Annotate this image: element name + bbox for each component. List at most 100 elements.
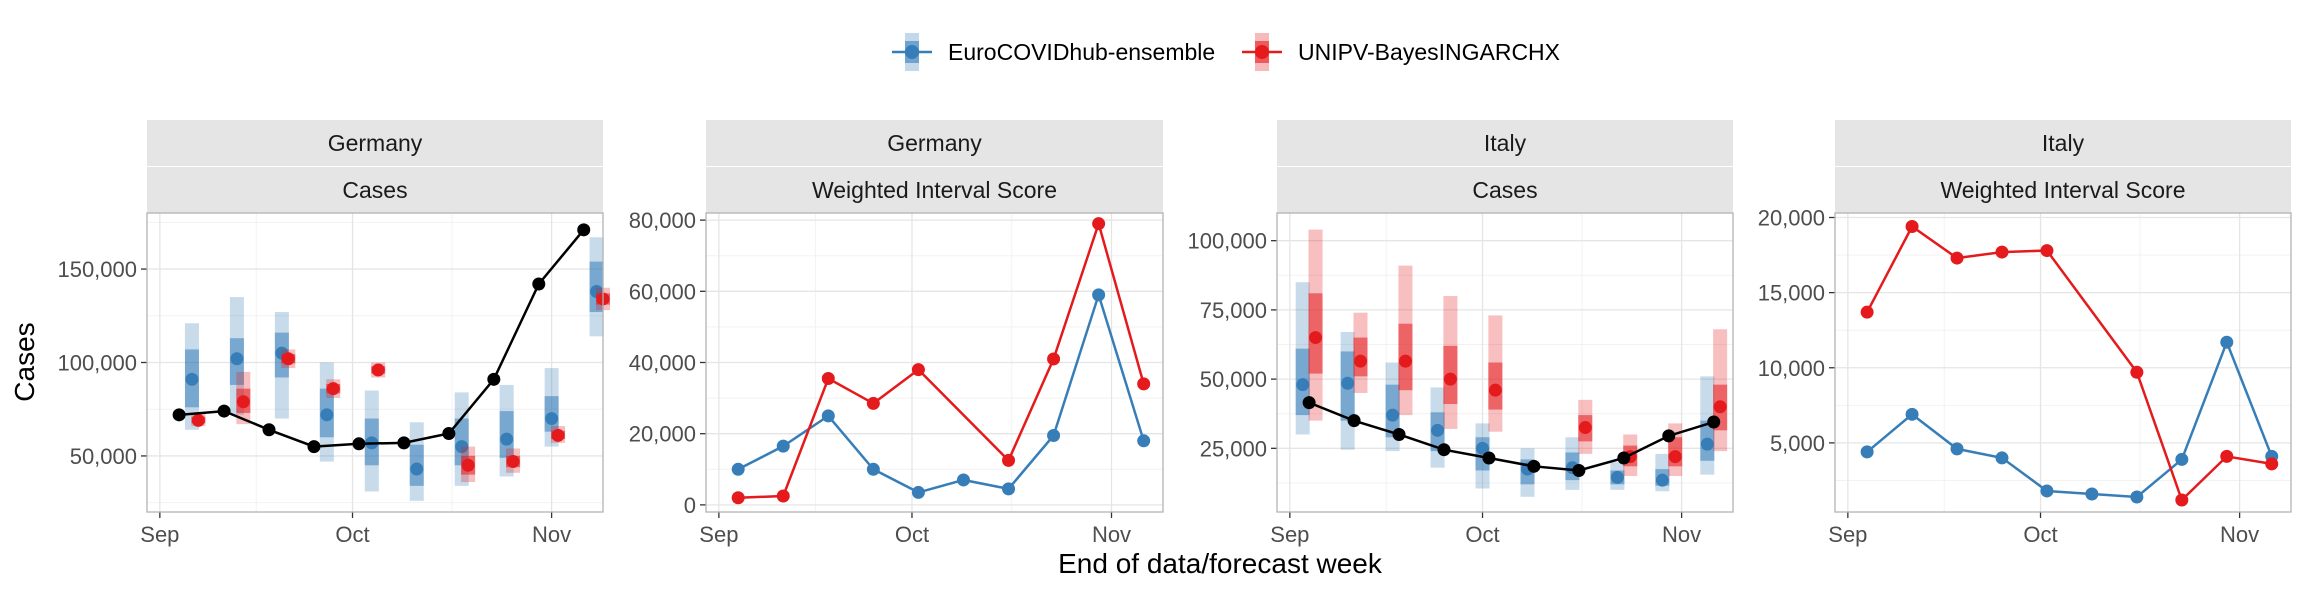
forecast-median-point xyxy=(1386,408,1400,422)
score-point xyxy=(1905,220,1919,234)
forecast-median-point xyxy=(410,462,424,476)
forecast-series-eurocovidhub-ensemble xyxy=(184,237,604,501)
score-point xyxy=(1047,428,1061,442)
x-tick-label: Nov xyxy=(532,522,571,547)
score-line xyxy=(1866,224,2272,503)
forecast-median-point xyxy=(1398,354,1412,368)
score-point xyxy=(1047,352,1061,366)
observed-line xyxy=(179,229,585,448)
score-point xyxy=(2085,487,2099,501)
observed-point xyxy=(397,436,411,450)
forecast-median-point xyxy=(1610,470,1624,484)
observed-series xyxy=(172,223,591,454)
y-tick-label: 25,000 xyxy=(1200,436,1267,461)
observed-point xyxy=(352,437,366,451)
y-tick-label: 80,000 xyxy=(629,208,696,233)
score-point xyxy=(731,462,745,476)
forecast-median-point xyxy=(320,408,334,422)
x-axis-title: End of data/forecast week xyxy=(1058,548,1383,579)
observed-point xyxy=(532,277,546,291)
score-point xyxy=(1002,482,1016,496)
strip-top-background xyxy=(1835,120,2291,166)
legend-label: UNIPV-BayesINGARCHX xyxy=(1298,39,1560,65)
x-tick-label: Nov xyxy=(2220,522,2259,547)
strip-top-label: Germany xyxy=(328,130,423,156)
observed-point xyxy=(487,372,501,386)
forecast-median-point xyxy=(236,395,250,409)
y-tick-label: 50,000 xyxy=(70,444,137,469)
strip-top-background xyxy=(706,120,1163,166)
panel-border xyxy=(1834,212,2292,513)
grid-lines xyxy=(706,213,1163,512)
observed-point xyxy=(217,404,231,418)
y-tick-label: 100,000 xyxy=(1187,229,1267,254)
x-tick-label: Oct xyxy=(2023,522,2057,547)
score-point xyxy=(1137,377,1151,391)
score-point xyxy=(2040,484,2054,498)
y-tick-label: 10,000 xyxy=(1758,356,1825,381)
y-tick-label: 100,000 xyxy=(57,351,137,376)
data-marks xyxy=(1295,229,1728,497)
forecast-median-point xyxy=(281,352,295,366)
score-point xyxy=(2220,335,2234,349)
forecast-median-point xyxy=(1668,450,1682,464)
score-point xyxy=(1002,453,1016,467)
forecast-median-point xyxy=(1353,354,1367,368)
forecast-median-point xyxy=(371,363,385,377)
forecast-median-point xyxy=(455,440,469,454)
y-tick-label: 150,000 xyxy=(57,257,137,282)
score-point xyxy=(2265,457,2279,471)
x-tick-label: Sep xyxy=(140,522,179,547)
score-point xyxy=(776,489,790,503)
panel-germany-weighted-interval-score: Germany Weighted Interval Score 0 20,000 40,… xyxy=(629,120,1164,547)
panel-italy-weighted-interval-score: Italy Weighted Interval Score 5,000 10,000 1… xyxy=(1758,120,2292,547)
forecast-median-point xyxy=(185,372,199,386)
strip-top-background xyxy=(1277,120,1733,166)
legend-item-eurocovidhub-ensemble: EuroCOVIDhub-ensemble xyxy=(892,33,1215,71)
strip-bottom-label: Cases xyxy=(1472,177,1537,203)
score-series-unipv-bayesingarchx xyxy=(731,217,1151,505)
score-point xyxy=(1860,445,1874,459)
panel-italy-cases: Italy Cases 25,000 50,000 75,000 100,000 Sep Oc… xyxy=(1187,120,1734,547)
x-tick-label: Sep xyxy=(1270,522,1309,547)
score-point xyxy=(866,396,880,410)
strip-bottom-background xyxy=(706,167,1163,213)
forecast-median-point xyxy=(1431,423,1445,437)
observed-point xyxy=(172,408,186,422)
y-tick-label: 75,000 xyxy=(1200,298,1267,323)
score-point xyxy=(1137,434,1151,448)
legend-key-point xyxy=(1255,45,1269,59)
y-tick-label: 50,000 xyxy=(1200,367,1267,392)
forecast-median-point xyxy=(506,455,520,469)
score-point xyxy=(1092,217,1106,231)
observed-point xyxy=(307,440,321,454)
forecast-median-point xyxy=(191,413,205,427)
y-tick-label: 5,000 xyxy=(1770,431,1825,456)
score-point xyxy=(1092,288,1106,302)
strip-bottom-label: Weighted Interval Score xyxy=(812,177,1057,203)
panel-border xyxy=(146,212,604,513)
forecast-median-point xyxy=(326,382,340,396)
x-tick-label: Nov xyxy=(1092,522,1131,547)
forecast-series-unipv-bayesingarchx xyxy=(191,287,610,483)
strip-top-label: Italy xyxy=(2042,130,2085,156)
score-point xyxy=(956,473,970,487)
forecast-median-point xyxy=(1309,331,1323,345)
score-point xyxy=(821,409,835,423)
forecast-median-point xyxy=(230,352,244,366)
observed-line xyxy=(1308,401,1715,472)
strip-top-label: Italy xyxy=(1484,130,1527,156)
forecast-median-point xyxy=(545,412,559,426)
y-tick-label: 20,000 xyxy=(1758,206,1825,231)
x-tick-label: Sep xyxy=(1828,522,1867,547)
strip-bottom-label: Cases xyxy=(342,177,407,203)
observed-point xyxy=(1347,414,1361,428)
score-point xyxy=(1995,451,2009,465)
observed-point xyxy=(1662,429,1676,443)
score-line xyxy=(737,290,1145,494)
score-line xyxy=(1866,338,2273,499)
strip-bottom-background xyxy=(1835,167,2291,213)
observed-series xyxy=(1302,396,1721,477)
score-point xyxy=(911,363,925,377)
x-tick-label: Oct xyxy=(335,522,369,547)
